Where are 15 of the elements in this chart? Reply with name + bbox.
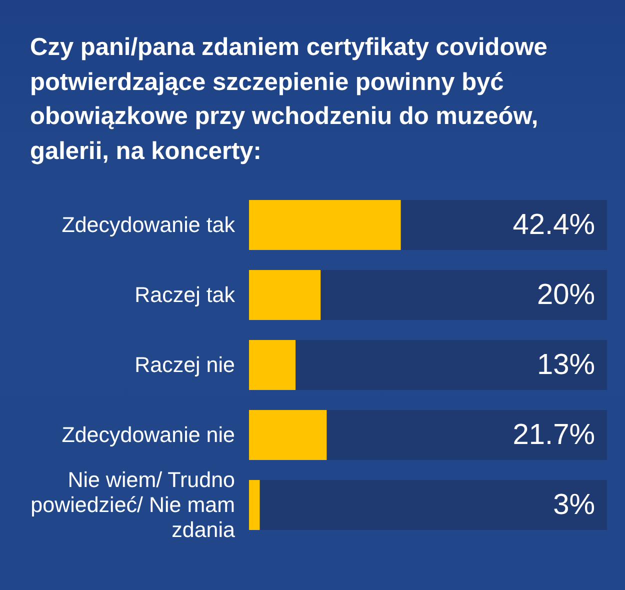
bar xyxy=(249,410,327,460)
bar xyxy=(249,270,321,320)
data-label: 3% xyxy=(553,489,595,521)
y-tick-label: Raczej nie xyxy=(134,353,235,377)
y-tick-label: Zdecydowanie tak xyxy=(62,213,236,237)
data-label: 42.4% xyxy=(512,209,595,241)
y-tick-label: Raczej tak xyxy=(134,283,236,307)
bar xyxy=(249,480,260,530)
data-label: 13% xyxy=(536,349,595,381)
bar xyxy=(249,340,296,390)
data-label: 20% xyxy=(536,279,595,311)
data-label: 21.7% xyxy=(512,419,595,451)
y-tick-label: Nie wiem/ Trudno powiedzieć/ Nie mam zdania xyxy=(30,468,236,542)
chart-title: Czy pani/pana zdaniem certyfikaty covidowe potwierdzające szczepienie powinny być obowiązkowe przy wchodzeniu do muzeów, galerii, na koncerty: xyxy=(30,33,548,166)
y-tick-label: Zdecydowanie nie xyxy=(62,423,235,447)
